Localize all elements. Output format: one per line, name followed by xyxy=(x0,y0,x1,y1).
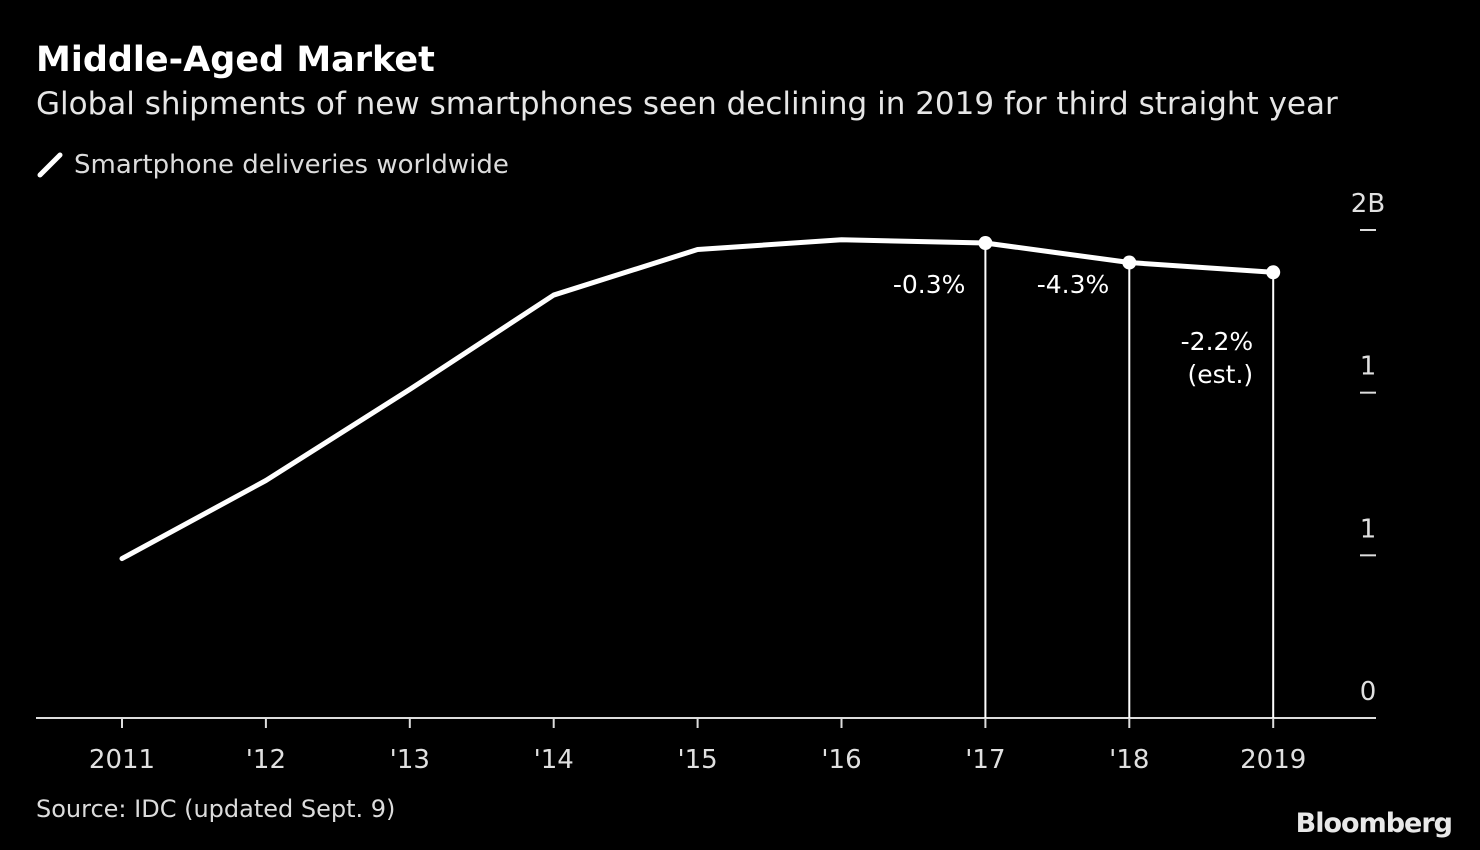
annotation-label: -2.2% xyxy=(1181,327,1254,356)
y-tick-label: 2B xyxy=(1351,189,1385,219)
x-tick-label: 2019 xyxy=(1240,745,1306,775)
legend: Smartphone deliveries worldwide xyxy=(36,150,509,180)
source-note: Source: IDC (updated Sept. 9) xyxy=(36,795,396,823)
bloomberg-logo: Bloomberg xyxy=(1295,808,1453,839)
data-point xyxy=(978,236,993,251)
x-tick-label: '14 xyxy=(534,745,574,775)
y-tick-label: 0 xyxy=(1360,677,1377,707)
x-tick-label: 2011 xyxy=(89,745,155,775)
x-tick-label: '13 xyxy=(390,745,430,775)
x-tick-label: '17 xyxy=(965,745,1005,775)
chart-title: Middle-Aged Market xyxy=(36,40,435,80)
x-tick-label: '16 xyxy=(821,745,861,775)
series-line xyxy=(119,237,1276,562)
x-tick-label: '12 xyxy=(246,745,286,775)
y-tick-label: 1 xyxy=(1360,514,1377,544)
chart-subtitle: Global shipments of new smartphones seen… xyxy=(36,86,1338,122)
y-tick-label: 1 xyxy=(1360,352,1377,382)
x-tick-label: '18 xyxy=(1109,745,1149,775)
line-legend-icon xyxy=(37,152,63,178)
annotation-label: -4.3% xyxy=(1037,270,1110,299)
x-tick-label: '15 xyxy=(677,745,717,775)
data-point xyxy=(1122,255,1137,270)
annotation-label: (est.) xyxy=(1188,360,1254,389)
data-point xyxy=(1266,265,1281,280)
legend-label: Smartphone deliveries worldwide xyxy=(74,150,509,180)
annotation-label: -0.3% xyxy=(893,270,966,299)
